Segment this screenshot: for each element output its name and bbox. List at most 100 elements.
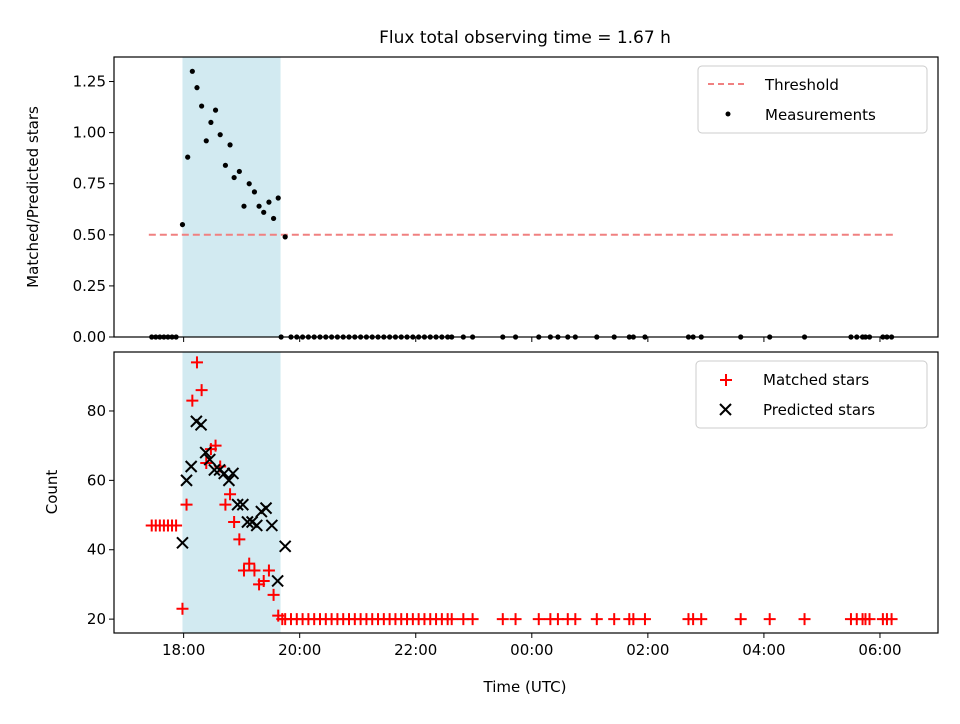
bot-ytick-label: 20 — [87, 610, 106, 628]
matched-star-point — [763, 613, 776, 626]
matched-star-point — [243, 557, 256, 570]
measurement-point — [275, 195, 281, 201]
predicted-star-point — [222, 474, 236, 487]
measurement-point — [179, 221, 186, 228]
matched-star-point — [186, 394, 199, 407]
measurement-point — [256, 203, 262, 209]
top-ytick-label: 0.75 — [73, 175, 106, 193]
bottom-axes-frame — [113, 351, 939, 634]
top-ytick-label: 0.00 — [73, 328, 106, 346]
predicted-star-point — [250, 519, 263, 532]
bot-ytick-label: 40 — [87, 541, 106, 559]
matched-star-point — [180, 498, 193, 511]
xtick-label: 00:00 — [510, 641, 553, 659]
matched-star-point — [257, 574, 270, 587]
bottom-legend: Matched stars Predicted stars — [695, 360, 928, 429]
matched-star-point — [798, 613, 811, 626]
measurement-point — [227, 142, 233, 148]
measurement-point — [236, 168, 242, 175]
predicted-star-point — [231, 498, 244, 511]
matched-star-point — [532, 613, 545, 626]
bottom-axis-ticks: 20 40 60 80 18:00 20:00 22:00 00:00 02:00 04:00 06… — [87, 402, 902, 659]
matched-star-point — [885, 613, 898, 626]
measurement-point — [251, 189, 258, 195]
matched-star-point — [445, 613, 458, 626]
predicted-star-point — [265, 519, 279, 532]
matched-star-point — [466, 613, 479, 626]
xtick-label: 06:00 — [858, 641, 901, 659]
bot-ytick-label: 80 — [87, 402, 106, 420]
top-axis-ticks: 0.00 0.25 0.50 0.75 1.00 1.25 — [73, 73, 881, 346]
measurement-point — [282, 234, 288, 240]
matched-star-point — [509, 613, 522, 626]
matched-star-point — [237, 564, 250, 577]
bottom-panel: 20 40 60 80 18:00 20:00 22:00 00:00 02:00 04:00 06… — [43, 351, 939, 696]
top-ytick-label: 1.25 — [73, 73, 106, 91]
measurement-point — [217, 132, 223, 138]
matched-star-point — [224, 488, 237, 501]
xtick-label: 18:00 — [162, 641, 205, 659]
top-y-axis-label: Matched/Predicted stars — [24, 106, 42, 288]
matched-star-point — [734, 613, 747, 626]
matched-star-point — [267, 588, 280, 601]
matched-star-point — [233, 533, 246, 546]
threshold-legend-label: Threshold — [764, 76, 839, 94]
measurements-legend-swatch — [725, 111, 731, 117]
measurements-legend-label: Measurements — [765, 106, 876, 124]
xtick-label: 20:00 — [278, 641, 321, 659]
predicted-star-point — [199, 446, 212, 459]
measurement-point — [231, 174, 237, 181]
measurement-point — [270, 215, 277, 222]
matched-star-point — [590, 613, 603, 626]
top-panel: 0.00 0.25 0.50 0.75 1.00 1.25 Matched/Predict… — [24, 56, 939, 346]
bottom-y-axis-label: Count — [43, 470, 61, 515]
predicted-star-point — [259, 501, 273, 515]
matched-star-point — [262, 564, 275, 577]
measurement-point — [189, 68, 195, 74]
predicted-star-point — [184, 460, 198, 473]
matched-star-point — [695, 613, 708, 626]
measurement-point — [203, 138, 209, 144]
matched-star-point — [209, 439, 222, 452]
measurement-point — [185, 154, 191, 160]
xtick-label: 04:00 — [742, 641, 785, 659]
matched-star-point — [496, 613, 509, 626]
matched-star-point — [248, 564, 261, 577]
measurement-point — [241, 203, 247, 209]
bottom-legend-box — [695, 360, 928, 429]
measurement-point — [208, 119, 214, 126]
matched-star-point — [228, 515, 241, 528]
matched-star-point — [190, 356, 203, 369]
predicted-star-point — [194, 418, 208, 432]
x-axis-label: Time (UTC) — [483, 678, 567, 696]
bot-ytick-label: 60 — [87, 471, 106, 489]
top-ytick-label: 0.50 — [73, 226, 106, 244]
matched-star-point — [638, 613, 651, 626]
predicted-star-point — [278, 540, 292, 553]
top-highlight-band — [182, 57, 281, 337]
predicted-star-point — [271, 574, 284, 588]
measurement-point — [222, 162, 229, 168]
predicted-star-point — [203, 453, 216, 466]
top-ytick-label: 0.25 — [73, 277, 106, 295]
xtick-label: 22:00 — [394, 641, 437, 659]
bottom-series — [145, 356, 898, 626]
top-legend: Threshold Measurements — [697, 65, 928, 134]
matched-legend-swatch — [720, 374, 732, 386]
matched-star-point — [608, 613, 621, 626]
measurement-point — [212, 107, 219, 113]
predicted-star-point — [180, 474, 193, 487]
matched-star-point — [219, 498, 232, 511]
top-axes-frame — [113, 56, 939, 338]
matched-star-point — [863, 613, 876, 626]
top-series — [148, 68, 895, 340]
top-ytick-label: 1.00 — [73, 124, 106, 142]
measurement-point — [261, 209, 267, 215]
matched-star-point — [569, 613, 582, 626]
predicted-star-point — [176, 536, 189, 550]
top-legend-box — [697, 65, 928, 134]
measurement-point — [266, 199, 272, 205]
predicted-legend-swatch — [719, 403, 732, 416]
chart-title: Flux total observing time = 1.67 h — [379, 28, 671, 48]
